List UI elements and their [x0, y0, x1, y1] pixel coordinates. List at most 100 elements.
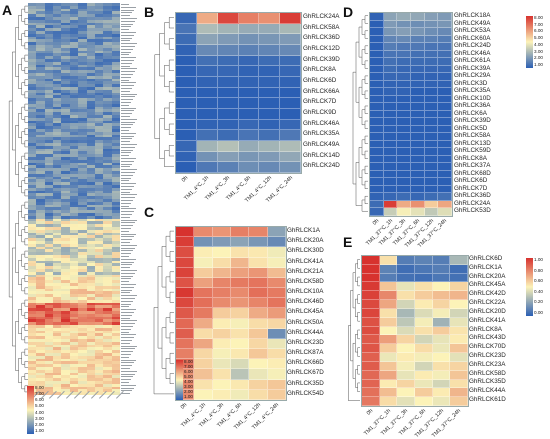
panel-a-cell: [53, 126, 62, 129]
panel-a-cell: [69, 389, 79, 393]
panel-a-row-label-line: [121, 208, 136, 210]
panel-a-cell: [94, 308, 104, 311]
panel-c-cell: [212, 318, 231, 329]
panel-d-cell: [411, 208, 425, 216]
panel-e-cell: [414, 256, 433, 265]
panel-a-cell: [61, 336, 70, 339]
panel-a-cell: [86, 246, 95, 250]
dendrogram-branch: [168, 145, 174, 157]
panel-a-cell: [111, 361, 120, 365]
panel-a-cell: [111, 238, 120, 241]
panel-c-cell: [176, 267, 195, 278]
panel-a-cell: [28, 246, 37, 250]
panel-a-cell: [103, 355, 112, 359]
panel-a-cell: [44, 294, 54, 297]
panel-a-cell: [103, 126, 112, 129]
panel-e-legend-tick: 0.60: [534, 278, 543, 284]
panel-a-cell: [86, 176, 95, 180]
panel-e-dendrogram: [348, 259, 360, 401]
panel-a-cell: [94, 291, 104, 295]
panel-e-cell: [414, 273, 433, 283]
panel-b-cell: [217, 141, 239, 152]
panel-b-cell: [259, 98, 281, 109]
dendrogram-branch: [364, 60, 368, 69]
panel-d-cell: [438, 170, 452, 179]
panel-a-cell: [111, 336, 120, 339]
panel-a-cell: [53, 324, 62, 328]
panel-a-cell: [86, 28, 95, 31]
panel-a-cell: [103, 162, 112, 166]
panel-a-row-label-line: [121, 250, 133, 252]
panel-a-cell: [36, 98, 45, 101]
panel-a-cell: [78, 170, 87, 174]
panel-e-cell: [414, 264, 433, 274]
dendrogram-branch: [357, 365, 360, 375]
panel-c-cell: [249, 227, 268, 238]
panel-a-cell: [53, 162, 62, 166]
panel-a-cell: [53, 364, 62, 367]
panel-e-cell: [397, 308, 415, 318]
panel-a-cell: [53, 92, 62, 96]
panel-d-color-legend: [526, 16, 533, 68]
panel-a-cell: [28, 131, 37, 135]
panel-a-cell: [28, 53, 37, 57]
panel-a-cell: [78, 257, 87, 261]
panel-a-cell: [103, 58, 112, 62]
panel-c-cell: [176, 227, 195, 238]
panel-a-cell: [36, 196, 45, 199]
panel-e-cell: [432, 291, 451, 301]
panel-a-cell: [69, 378, 79, 381]
panel-d-cell: [383, 35, 398, 44]
panel-a-cell: [61, 358, 70, 362]
panel-a-cell: [44, 274, 54, 278]
panel-a-cell: [36, 308, 45, 311]
panel-a-cell: [103, 378, 112, 381]
panel-a-cell: [36, 173, 45, 177]
panel-a-cell: [61, 22, 70, 26]
panel-a-cell: [111, 350, 120, 353]
panel-d-cell: [370, 140, 384, 149]
panel-c-row-label: GhRLCK54D: [287, 389, 324, 397]
panel-c-cell: [176, 257, 195, 268]
panel-a-cell: [44, 224, 54, 227]
panel-a-cell: [36, 53, 45, 57]
panel-a-cell: [44, 372, 54, 376]
panel-d-cell: [370, 50, 384, 59]
panel-e-cell: [397, 361, 415, 371]
panel-a-cell: [111, 196, 120, 199]
dendrogram-branch: [8, 100, 13, 298]
panel-a-cell: [28, 201, 37, 205]
panel-b-cell: [196, 66, 218, 77]
panel-a-row-label-line: [121, 384, 136, 386]
panel-a-row-label-line: [121, 365, 132, 367]
dendrogram-branch: [21, 253, 25, 267]
panel-a-cell: [111, 277, 120, 281]
panel-e-cell: [450, 379, 468, 389]
panel-a-cell: [53, 330, 62, 334]
panel-d-cell: [383, 88, 398, 96]
panel-a-cell: [44, 36, 54, 40]
panel-d-row-label: GhRLCK24A: [454, 199, 491, 207]
panel-a-cell: [78, 3, 87, 6]
panel-a-cell: [44, 131, 54, 135]
panel-e-cell: [397, 370, 415, 380]
panel-e-cell: [432, 273, 451, 283]
panel-a-cell: [103, 190, 112, 194]
panel-a-row-labels: [121, 3, 141, 395]
panel-a-cell: [94, 313, 104, 317]
panel-e-cell: [397, 353, 415, 362]
panel-e-cell: [379, 291, 398, 301]
panel-a-cell: [111, 282, 120, 286]
panel-a-cell: [36, 30, 45, 34]
panel-a-cell: [78, 61, 87, 65]
dendrogram-branch: [161, 246, 166, 288]
panel-a-cell: [53, 291, 62, 295]
panel-a-cell: [61, 268, 70, 272]
panel-a-cell: [94, 352, 104, 356]
panel-a-cell: [86, 145, 95, 149]
panel-a-cell: [44, 140, 54, 143]
panel-a-cell: [36, 81, 45, 85]
panel-a-cell: [69, 333, 79, 337]
panel-a-cell: [36, 8, 45, 12]
panel-d-row-label: GhRLCK24D: [454, 42, 491, 50]
